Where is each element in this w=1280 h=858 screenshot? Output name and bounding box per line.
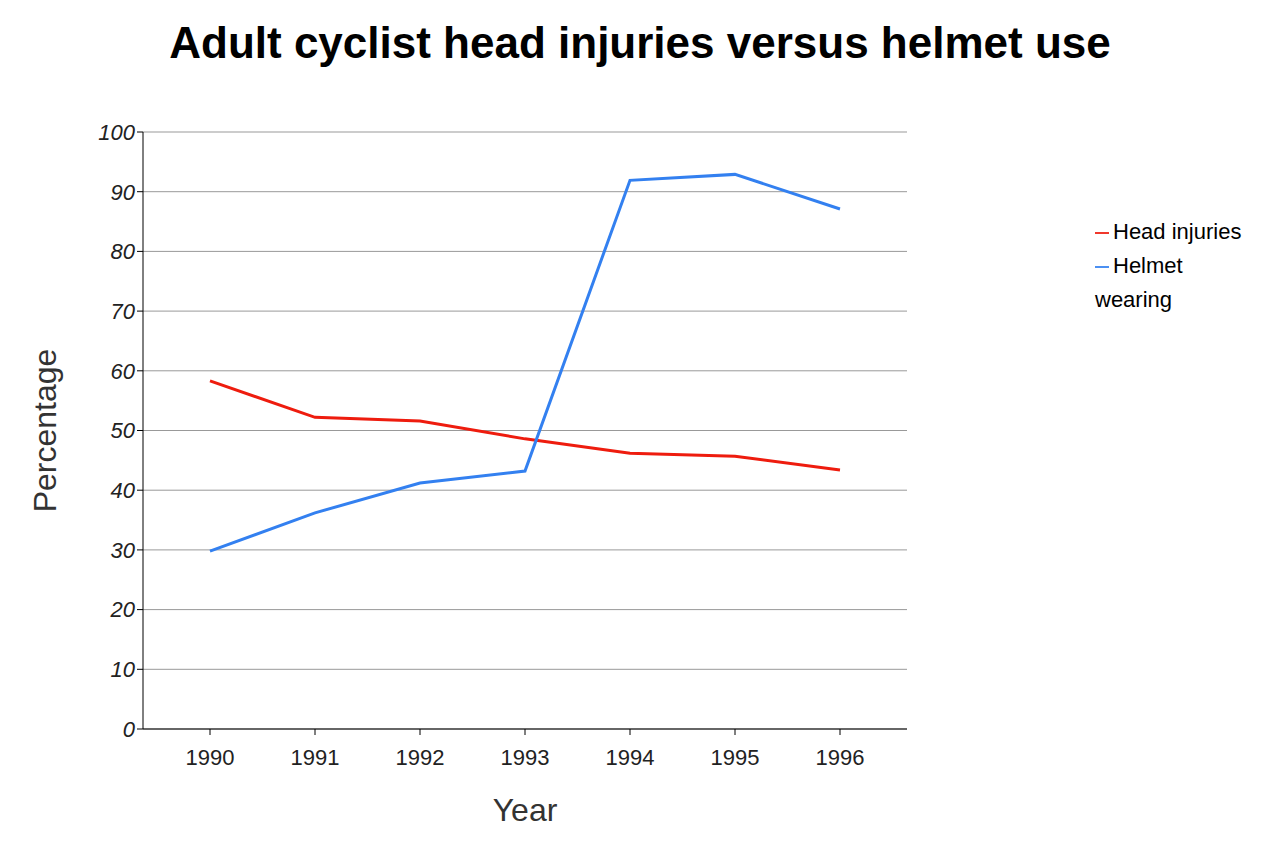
svg-text:1991: 1991	[291, 745, 340, 770]
svg-text:1990: 1990	[186, 745, 235, 770]
svg-text:0: 0	[123, 717, 136, 742]
svg-text:10: 10	[111, 657, 136, 682]
svg-text:30: 30	[111, 538, 136, 563]
svg-text:1995: 1995	[711, 745, 760, 770]
svg-text:20: 20	[110, 597, 136, 622]
svg-text:1993: 1993	[501, 745, 550, 770]
svg-text:50: 50	[111, 418, 136, 443]
svg-text:Year: Year	[493, 792, 558, 828]
html-text:Head injuries: Head injuries	[1113, 219, 1242, 244]
svg-text:80: 80	[111, 239, 136, 264]
svg-text:40: 40	[111, 478, 136, 503]
svg-text:90: 90	[111, 180, 136, 205]
svg-text:60: 60	[111, 359, 136, 384]
svg-text:1992: 1992	[396, 745, 445, 770]
html-text:Adult cyclist head injuries ve: Adult cyclist head injuries versus helme…	[169, 18, 1111, 67]
svg-text:1996: 1996	[816, 745, 865, 770]
html-text:Helmet wearing: Helmet wearing	[1095, 253, 1183, 312]
svg-text:70: 70	[111, 299, 136, 324]
svg-text:1994: 1994	[606, 745, 655, 770]
svg-text:Percentage: Percentage	[27, 349, 63, 513]
svg-text:100: 100	[98, 120, 135, 145]
